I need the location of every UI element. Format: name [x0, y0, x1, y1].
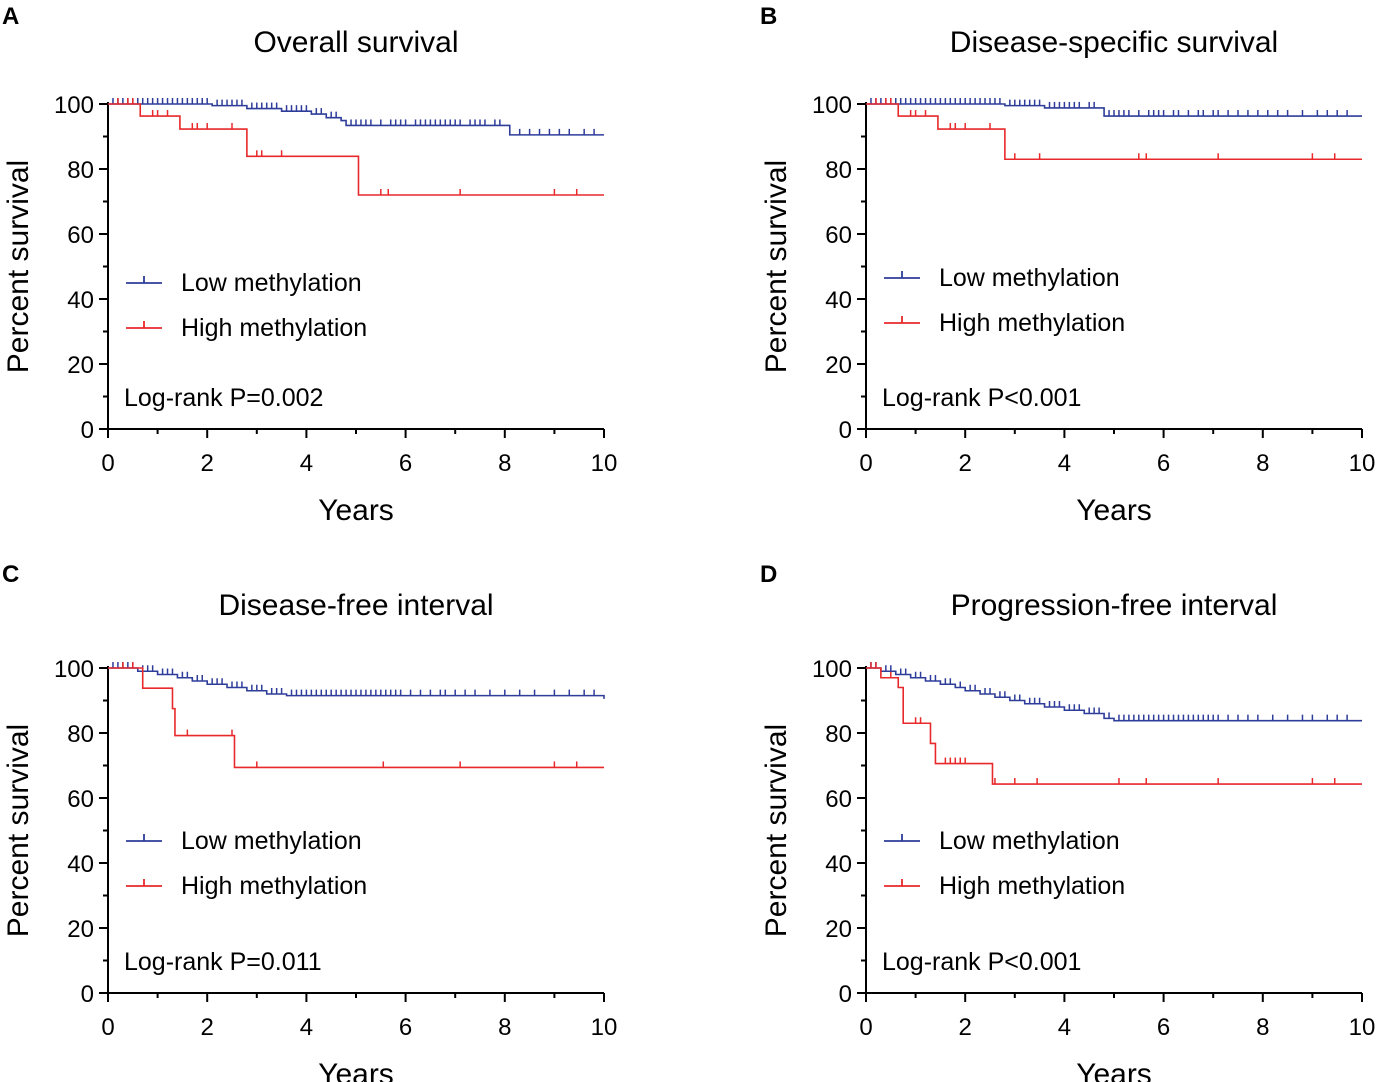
y-tick-label: 0: [839, 981, 852, 1008]
legend-label: High methylation: [181, 872, 367, 900]
chart-title: Progression-free interval: [951, 589, 1278, 622]
log-rank-annotation: Log-rank P=0.002: [124, 384, 323, 412]
legend-label: Low methylation: [939, 264, 1120, 292]
x-axis-title: Years: [1076, 1058, 1152, 1082]
x-tick-label: 0: [101, 450, 114, 477]
series-low-methylation: [866, 98, 1362, 117]
y-axis-title: Percent survival: [2, 724, 35, 937]
y-tick-label: 40: [67, 287, 94, 314]
survival-curve: [108, 103, 604, 136]
y-tick-label: 60: [825, 786, 852, 813]
y-tick-label: 40: [825, 287, 852, 314]
chart-title: Disease-specific survival: [950, 26, 1278, 59]
survival-curve: [866, 103, 1362, 117]
y-tick-label: 20: [825, 352, 852, 379]
y-axis-title: Percent survival: [2, 160, 35, 373]
x-axis-title: Years: [1076, 494, 1152, 527]
panel-d: D Progression-free interval 0 20 40 60 80 100 0 2…: [760, 561, 1375, 1082]
series-high-methylation: [866, 662, 1362, 785]
x-tick-label: 0: [859, 1014, 872, 1041]
x-tick-label: 10: [1349, 1014, 1376, 1041]
x-tick-label: 4: [1058, 450, 1071, 477]
x-axis-title: Years: [318, 1058, 394, 1082]
x-tick-label: 4: [300, 1014, 313, 1041]
y-tick-label: 0: [81, 417, 94, 444]
y-tick-label: 20: [67, 916, 94, 943]
series-high-methylation: [108, 98, 604, 196]
y-tick-label: 80: [825, 157, 852, 184]
legend-label: Low methylation: [181, 827, 362, 855]
y-tick-label: 80: [825, 721, 852, 748]
x-tick-label: 8: [1256, 1014, 1269, 1041]
x-axis-title: Years: [318, 494, 394, 527]
y-tick-label: 100: [54, 656, 94, 683]
panel-label: C: [2, 561, 19, 588]
legend-label: High methylation: [939, 309, 1125, 337]
legend-label: High methylation: [181, 314, 367, 342]
survival-curve: [866, 667, 1362, 722]
x-tick-label: 2: [959, 1014, 972, 1041]
survival-curve: [866, 103, 1362, 161]
series-low-methylation: [108, 98, 604, 136]
y-tick-label: 80: [67, 721, 94, 748]
x-tick-label: 8: [1256, 450, 1269, 477]
log-rank-annotation: Log-rank P<0.001: [882, 948, 1081, 976]
survival-curve: [108, 667, 605, 699]
x-tick-label: 6: [399, 450, 412, 477]
chart-title: Overall survival: [253, 26, 458, 59]
x-tick-label: 8: [498, 450, 511, 477]
y-tick-label: 100: [54, 92, 94, 119]
y-tick-label: 20: [67, 352, 94, 379]
x-tick-label: 0: [101, 1014, 114, 1041]
x-tick-label: 8: [498, 1014, 511, 1041]
legend-label: Low methylation: [181, 269, 362, 297]
x-tick-label: 2: [201, 1014, 214, 1041]
legend-label: High methylation: [939, 872, 1125, 900]
panel-label: A: [2, 3, 19, 30]
series-high-methylation: [108, 662, 604, 769]
log-rank-annotation: Log-rank P=0.011: [124, 948, 322, 976]
y-tick-label: 100: [812, 92, 852, 119]
survival-curve: [108, 667, 604, 769]
y-axis-title: Percent survival: [760, 724, 793, 937]
x-tick-label: 10: [591, 1014, 618, 1041]
panel-c: C Disease-free interval 0 20 40 60 80 100 0 2 4 6 8 1…: [2, 561, 617, 1082]
x-tick-label: 6: [1157, 1014, 1170, 1041]
series-low-methylation: [866, 662, 1362, 722]
series-low-methylation: [108, 662, 605, 699]
x-tick-label: 6: [399, 1014, 412, 1041]
y-tick-label: 60: [825, 222, 852, 249]
chart-title: Disease-free interval: [218, 589, 493, 622]
y-tick-label: 80: [67, 157, 94, 184]
panel-b: B Disease-specific survival 0 20 40 60 80 100 0 2…: [760, 3, 1375, 527]
y-tick-label: 100: [812, 656, 852, 683]
y-tick-label: 60: [67, 222, 94, 249]
y-tick-label: 0: [839, 417, 852, 444]
x-tick-label: 4: [300, 450, 313, 477]
y-axis-title: Percent survival: [760, 160, 793, 373]
x-tick-label: 0: [859, 450, 872, 477]
log-rank-annotation: Log-rank P<0.001: [882, 384, 1081, 412]
x-tick-label: 4: [1058, 1014, 1071, 1041]
x-tick-label: 2: [201, 450, 214, 477]
x-tick-label: 10: [591, 450, 618, 477]
survival-curve: [866, 667, 1362, 785]
x-tick-label: 2: [959, 450, 972, 477]
y-tick-label: 40: [825, 851, 852, 878]
panel-label: B: [760, 3, 777, 30]
survival-curve: [108, 103, 604, 196]
legend-label: Low methylation: [939, 827, 1120, 855]
series-high-methylation: [866, 98, 1362, 161]
panel-label: D: [760, 561, 777, 588]
panel-a: A Overall survival 0 20 40 60 80 100 0 2 4 6 8 10 Year…: [2, 3, 617, 527]
x-tick-label: 10: [1349, 450, 1376, 477]
x-tick-label: 6: [1157, 450, 1170, 477]
y-tick-label: 0: [81, 981, 94, 1008]
y-tick-label: 40: [67, 851, 94, 878]
y-tick-label: 60: [67, 786, 94, 813]
y-tick-label: 20: [825, 916, 852, 943]
